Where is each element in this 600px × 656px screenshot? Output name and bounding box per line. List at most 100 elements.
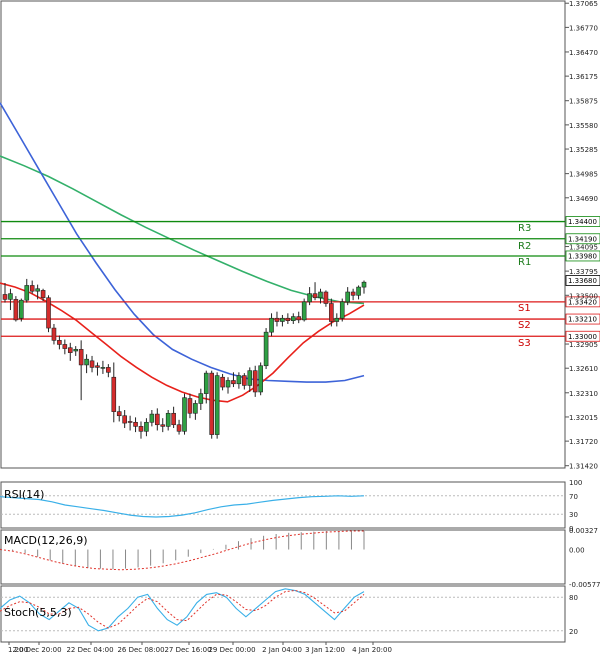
candle-body [285,317,291,321]
time-tick-label: 29 Dec 00:00 [208,646,255,654]
candle-body [193,403,198,414]
candle-body [13,299,19,321]
time-tick-label: 27 Dec 16:00 [164,646,211,654]
candle-body [40,290,46,299]
candle-body [247,370,253,386]
time-tick-label: 12:00 [8,646,28,654]
candle-body [231,380,236,385]
time-tick-label: 20 Dec 20:00 [14,646,61,654]
price-tick-label: 1.37065 [569,0,598,8]
candle-body [57,340,62,345]
rsi-line [0,495,365,518]
price-tick-label: 1.35875 [569,98,598,106]
pivot-label-s1: S1 [518,303,531,314]
stoch-panel-label: Stoch(5,5,3) [4,606,72,619]
time-tick-label: 26 Dec 08:00 [117,646,164,654]
pivot-value-r1: 1.33980 [568,252,597,260]
candle-body [350,291,356,296]
pivot-label-s2: S2 [518,320,531,331]
price-tick-label: 1.33500 [569,292,598,300]
price-tick-label: 1.32610 [569,365,598,373]
rsi-tick-label: 100 [569,479,582,487]
candle-body [89,360,95,368]
price-tick-label: 1.31420 [569,463,598,471]
candle-body [144,421,149,432]
pivot-label-r3: R3 [518,223,531,234]
candle-body [307,293,312,303]
ma-mid-line [0,102,365,383]
candle-body [100,367,106,369]
panel-frame-3 [0,585,566,643]
candle-body [176,424,182,432]
candle-body [339,301,345,319]
candle-body [361,281,367,288]
panel-frame-1 [0,481,566,529]
candle-body [356,286,361,296]
panel-frame-0 [0,0,566,469]
candle-body [138,426,144,432]
macd-tick-label: 0.00327 [569,527,598,535]
pivot-value-r2: 1.34190 [568,235,597,243]
time-tick-label: 4 Jan 20:00 [352,646,392,654]
price-tick-label: 1.34690 [569,195,598,203]
stoch-tick-label: 20 [569,628,578,636]
macd-signal-line [0,530,364,571]
current-price-label: 1.33680 [568,277,597,285]
candle-body [269,317,274,333]
candle-body [95,365,100,368]
candle-body [24,285,30,301]
candle-body [274,317,280,322]
price-tick-label: 1.34985 [569,171,598,179]
candle-body [133,421,138,427]
pivot-value-box [565,216,600,227]
candle-body [220,376,225,388]
price-tick-label: 1.36175 [569,73,598,81]
price-tick-label: 1.31720 [569,438,598,446]
current-price-box [565,275,600,286]
stoch-k-line [0,588,365,632]
pivot-value-s2: 1.33210 [568,316,597,324]
candle-body [51,327,57,341]
pivot-value-box [565,296,600,308]
pivot-label-r1: R1 [518,257,531,268]
candle-body [323,291,329,304]
candle-body [198,393,204,404]
candle-body [29,285,35,292]
rsi-panel-label: RSI(14) [4,488,44,501]
panel-frame-2 [0,529,566,585]
candle-body [236,375,242,385]
candle-body [106,367,111,373]
candle-body [46,297,51,329]
candle-body [19,299,24,319]
candle-body [329,303,334,322]
macd-tick-label: -0.00577 [569,581,600,589]
candle-body [67,347,73,353]
pivot-value-s1: 1.33420 [568,298,597,306]
candle-body [2,294,8,300]
pivot-label-r2: R2 [518,241,531,252]
price-tick-label: 1.36770 [569,24,598,32]
price-tick-label: 1.35580 [569,122,598,130]
candle-body [209,372,214,435]
candle-body [35,288,40,292]
pivot-value-box [565,250,600,262]
candle-body [280,317,285,322]
candle-body [78,349,84,366]
candle-body [122,415,127,424]
candle-body [111,376,117,412]
ma-fast-line [0,282,365,403]
candle-body [149,413,155,423]
candle-body [84,358,89,366]
time-tick-label: 2 Jan 04:00 [262,646,302,654]
candle-body [242,375,247,386]
candle-body [345,291,350,303]
price-tick-label: 1.32905 [569,341,598,349]
rsi-tick-label: 30 [569,511,578,519]
time-tick-label: 3 Jan 12:00 [305,646,345,654]
stoch-d-line [0,589,365,629]
candle-body [318,291,323,299]
candle-body [160,424,166,427]
macd-panel-label: MACD(12,26,9) [4,534,88,547]
stoch-tick-label: 80 [569,594,578,602]
